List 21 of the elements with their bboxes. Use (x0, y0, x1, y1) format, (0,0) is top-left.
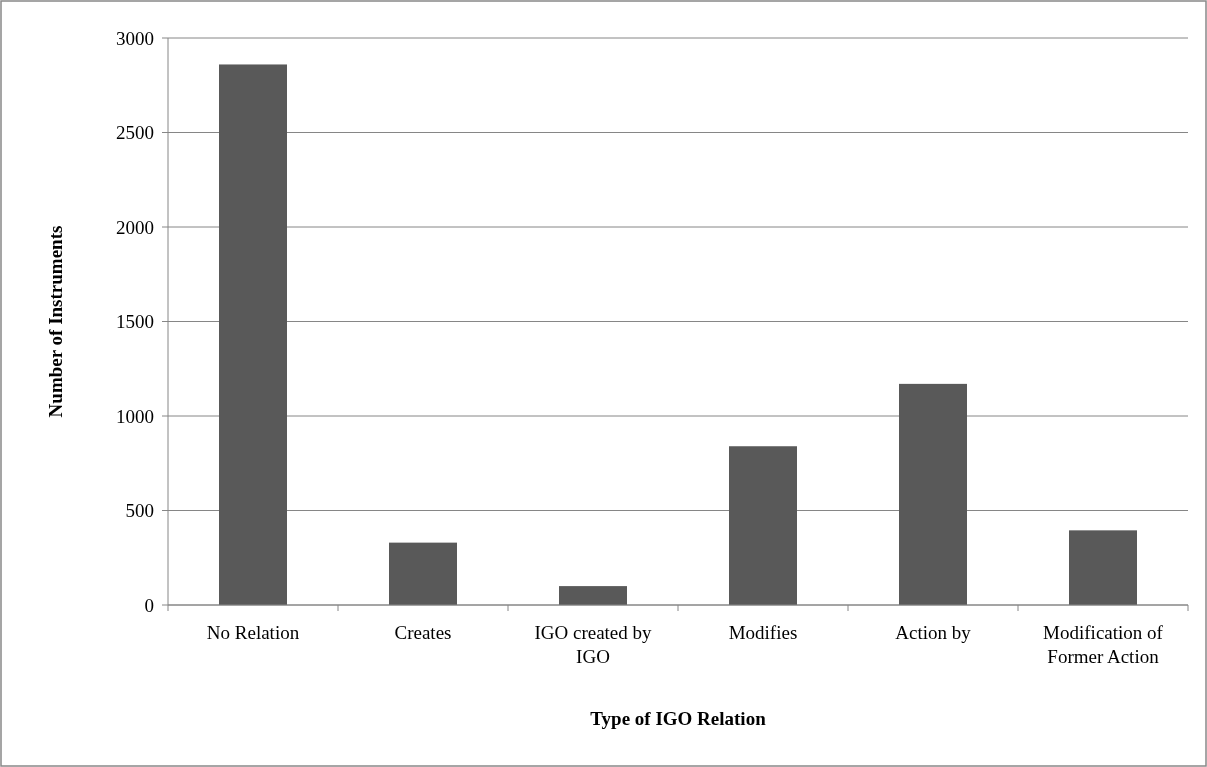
x-tick-label: Action by (895, 622, 972, 643)
y-tick-label: 1500 (116, 311, 154, 333)
x-tick-label: Creates (394, 622, 452, 643)
y-tick-label: 3000 (116, 27, 154, 49)
bar (899, 383, 967, 605)
x-tick-label: Modifies (728, 622, 798, 643)
bar (219, 64, 287, 605)
y-axis-title: Number of Instruments (45, 225, 66, 418)
y-tick-label: 0 (144, 594, 154, 616)
bar (389, 542, 457, 605)
bar (1069, 530, 1137, 605)
bar (729, 446, 797, 605)
x-tick-label: IGO created by IGO (534, 622, 653, 667)
x-axis-title: Type of IGO Relation (590, 708, 767, 729)
x-tick-label: Modification of Former Action (1043, 622, 1164, 667)
y-tick-label: 500 (125, 500, 154, 522)
x-tick-label: No Relation (206, 622, 300, 643)
y-tick-label: 2500 (116, 122, 154, 144)
y-tick-label: 2000 (116, 216, 154, 238)
bar (559, 586, 627, 605)
y-tick-label: 1000 (116, 405, 154, 427)
